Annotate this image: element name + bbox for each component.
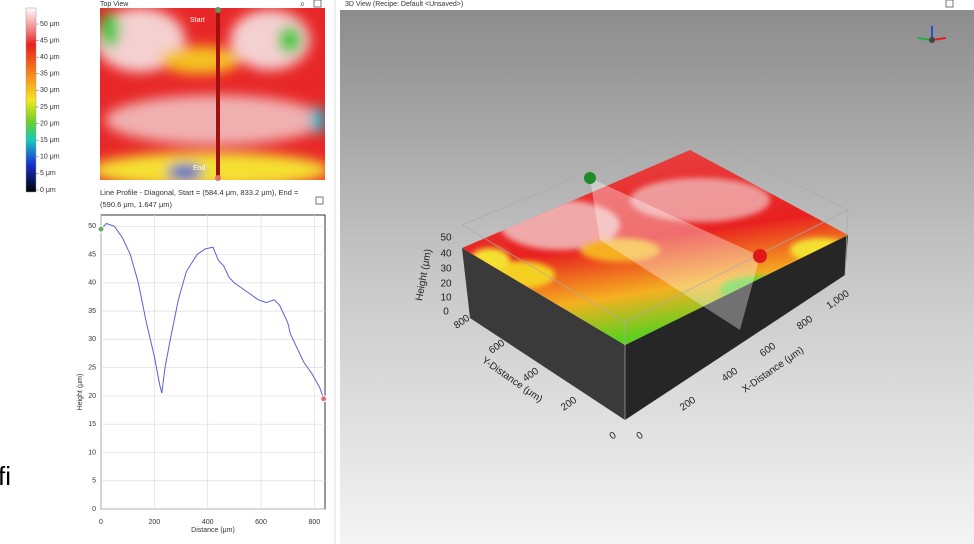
x-tick-label: 600 — [255, 519, 267, 526]
y-tick-label: 25 — [88, 364, 96, 371]
zoom-icon[interactable]: ⌕ — [300, 0, 305, 8]
colorbar-label: 45 μm — [40, 37, 60, 44]
height-tick-label: 0 — [443, 307, 449, 318]
side-text: fi — [0, 461, 11, 491]
panel-title: 3D View (Recipe: Default <Unsaved>) — [345, 1, 463, 8]
colorbar-label: 40 μm — [40, 54, 60, 61]
y-tick-label: 45 — [88, 251, 96, 258]
x-tick-label: 400 — [202, 519, 214, 526]
height-tick-label: 30 — [440, 264, 452, 275]
start-handle[interactable] — [215, 7, 221, 13]
y-tick-label: 10 — [88, 449, 96, 456]
colorbar-label: 30 μm — [40, 87, 60, 94]
y-axis-label: Height (μm) — [77, 374, 84, 411]
colorbar-label: 50 μm — [40, 21, 60, 28]
chart-title: Line Profile - Diagonal, Start = (584.4 … — [100, 188, 299, 209]
plot-area — [100, 214, 326, 510]
panel-title: Top View — [100, 1, 129, 8]
x-tick-label: 200 — [148, 519, 160, 526]
x-tick-label: 0 — [635, 430, 646, 442]
expand-icon[interactable] — [313, 0, 322, 8]
view3d-header — [340, 0, 974, 10]
start-label: Start — [190, 17, 205, 24]
x-tick-label: 0 — [99, 519, 103, 526]
profile-line — [100, 222, 325, 399]
expand-icon[interactable] — [315, 196, 324, 205]
colorbar-label: 35 μm — [40, 71, 60, 78]
y-tick-label: 30 — [88, 336, 96, 343]
height-tick-label: 20 — [440, 279, 452, 290]
end-marker — [320, 395, 328, 403]
colorbar-label: 15 μm — [40, 137, 60, 144]
colorbar — [25, 7, 37, 193]
y-tick-label: 15 — [88, 421, 96, 428]
surface-3d — [461, 129, 849, 420]
y-tick-label: 40 — [88, 280, 96, 287]
y-tick-label: 5 — [92, 478, 96, 485]
x-tick-label: 800 — [308, 519, 320, 526]
height-tick-label: 50 — [440, 233, 452, 244]
colorbar-label: 0 μm — [40, 187, 56, 194]
top-view-map — [100, 8, 325, 180]
x-axis-label: Distance (μm) — [191, 527, 235, 534]
y-tick-label: 20 — [88, 393, 96, 400]
height-tick-label: 10 — [440, 293, 452, 304]
end-handle[interactable] — [215, 175, 221, 181]
y-tick-label: 35 — [88, 308, 96, 315]
start-marker — [97, 225, 105, 233]
colorbar-label: 20 μm — [40, 120, 60, 127]
y-tick-label: 50 — [88, 223, 96, 230]
colorbar-label: 5 μm — [40, 170, 56, 177]
y-tick-label: 0 — [608, 430, 619, 442]
colorbar-label: 10 μm — [40, 154, 60, 161]
y-tick-label: 0 — [92, 506, 96, 513]
end-label: End — [193, 165, 206, 172]
height-tick-label: 40 — [440, 249, 452, 260]
axis-triad — [917, 26, 947, 43]
expand-icon[interactable] — [945, 0, 954, 8]
colorbar-label: 25 μm — [40, 104, 60, 111]
